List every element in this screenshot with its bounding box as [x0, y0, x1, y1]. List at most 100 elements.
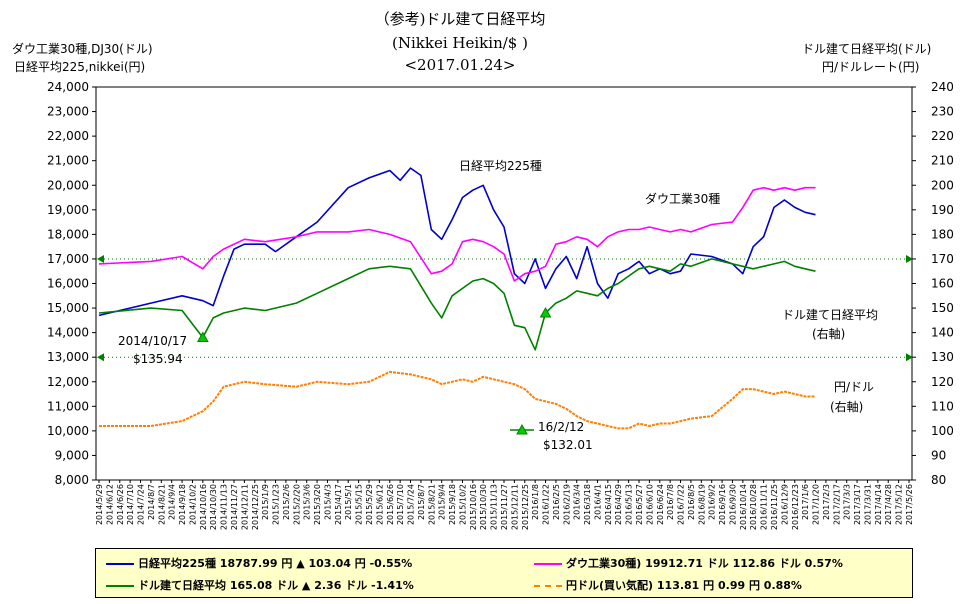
x-tick-label: 2016/6/24	[656, 484, 665, 525]
reference-arrow-right	[906, 353, 913, 362]
x-tick-label: 2016/9/30	[728, 484, 737, 525]
x-tick-label: 2016/2/19	[562, 484, 571, 525]
left-axis-label-line2: 日経平均225,nikkei(円)	[14, 60, 146, 74]
x-tick-label: 2015/10/2	[458, 484, 467, 525]
left-tick-label: 18,000	[47, 227, 89, 241]
right-axis-ticks: 80 90 100 110 120 130 140 150 160 170 180 190 200 210…	[912, 80, 954, 487]
x-tick-label: 2014/10/30	[209, 484, 218, 530]
x-axis-ticks: 2014/5/29 2014/6/12 2014/6/26 2014/7/10 2014…	[95, 480, 914, 530]
x-tick-label: 2015/9/4	[438, 484, 447, 520]
annotation-low2-value: $132.01	[543, 438, 593, 452]
left-tick-label: 9,000	[55, 448, 89, 462]
reference-arrow-left	[97, 353, 104, 362]
right-axis-label-line1: ドル建て日経平均(ドル)	[802, 42, 932, 56]
low-marker	[539, 306, 552, 318]
right-tick-label: 220	[931, 129, 954, 143]
legend-item-dow: ダウ工業30種) 19912.71 ドル 112.86 ドル 0.57%	[534, 555, 843, 571]
x-tick-label: 2015/1/9	[261, 484, 270, 520]
legend-swatch-nikkei	[106, 563, 134, 565]
right-tick-label: 120	[931, 375, 954, 389]
low2-label-marker	[516, 423, 528, 435]
x-tick-label: 2015/3/6	[303, 484, 312, 520]
x-tick-label: 2016/11/11	[760, 484, 769, 530]
low-marker	[196, 331, 209, 343]
x-tick-label: 2014/8/21	[157, 484, 166, 525]
left-tick-label: 14,000	[47, 326, 89, 340]
x-tick-label: 2016/11/25	[770, 484, 779, 530]
legend-item-dollar-nikkei: ドル建て日経平均 165.08 ドル ▲ 2.36 ドル -1.41%	[106, 577, 414, 593]
legend-text-nikkei: 日経平均225種 18787.99 円 ▲ 103.04 円 -0.55%	[138, 557, 413, 570]
x-tick-label: 2016/3/4	[573, 484, 582, 520]
x-tick-label: 2016/9/2	[708, 484, 717, 520]
x-tick-label: 2014/12/25	[251, 484, 260, 530]
x-tick-label: 2015/4/17	[334, 484, 343, 525]
x-tick-label: 2015/11/13	[490, 484, 499, 530]
x-tick-label: 2016/3/18	[583, 484, 592, 525]
right-tick-label: 190	[931, 203, 954, 217]
series-line-dow	[98, 186, 816, 282]
x-tick-label: 2015/2/20	[292, 484, 301, 525]
left-tick-label: 15,000	[47, 301, 89, 315]
left-tick-label: 21,000	[47, 154, 89, 168]
x-tick-label: 2014/8/7	[147, 484, 156, 520]
x-tick-label: 2015/3/20	[313, 484, 322, 525]
chart-title-line2: (Nikkei Heikin/$ )	[392, 34, 528, 52]
x-tick-label: 2014/7/24	[137, 484, 146, 525]
x-tick-label: 2014/11/13	[220, 484, 229, 530]
x-tick-label: 2017/5/26	[905, 484, 914, 525]
annotation-low1-value: $135.94	[133, 352, 183, 366]
x-tick-label: 2016/5/13	[625, 484, 634, 525]
x-tick-label: 2017/4/28	[884, 484, 893, 525]
low-markers	[196, 306, 552, 435]
legend: 日経平均225種 18787.99 円 ▲ 103.04 円 -0.55% ダウ…	[95, 548, 913, 598]
chart-title-line3: <2017.01.24>	[404, 56, 516, 74]
x-tick-label: 2016/10/14	[739, 484, 748, 530]
left-tick-label: 19,000	[47, 203, 89, 217]
x-tick-label: 2017/1/20	[812, 484, 821, 525]
series-lines	[98, 167, 816, 430]
series-line-dollar-nikkei	[98, 258, 816, 351]
x-tick-label: 2015/9/18	[448, 484, 457, 525]
right-tick-label: 170	[931, 252, 954, 266]
x-tick-label: 2017/2/3	[822, 484, 831, 520]
annotation-low2-date: 16/2/12	[538, 420, 585, 434]
x-tick-label: 2014/10/16	[199, 484, 208, 530]
x-tick-label: 2015/1/23	[272, 484, 281, 525]
annotation-yen: 円/ドル	[834, 380, 875, 394]
x-tick-label: 2015/6/26	[386, 484, 395, 525]
x-tick-label: 2016/2/5	[552, 484, 561, 520]
x-tick-label: 2016/8/19	[697, 484, 706, 525]
right-tick-label: 210	[931, 154, 954, 168]
left-tick-label: 23,000	[47, 105, 89, 119]
x-tick-label: 2015/2/6	[282, 484, 291, 520]
left-tick-label: 10,000	[47, 424, 89, 438]
right-tick-label: 230	[931, 105, 954, 119]
series-line-nikkei	[98, 167, 816, 317]
reference-lines	[96, 254, 913, 362]
left-tick-label: 11,000	[47, 399, 89, 413]
left-axis-label-line1: ダウ工業30種,DJ30(ドル)	[12, 42, 153, 56]
legend-item-nikkei: 日経平均225種 18787.99 円 ▲ 103.04 円 -0.55%	[106, 555, 412, 571]
x-tick-label: 2017/3/17	[853, 484, 862, 525]
x-tick-label: 2016/5/27	[635, 484, 644, 525]
right-axis-label-line2: 円/ドルレート(円)	[822, 60, 920, 74]
x-tick-label: 2015/10/30	[479, 484, 488, 530]
x-tick-label: 2015/10/16	[469, 484, 478, 530]
x-tick-label: 2015/12/25	[521, 484, 530, 530]
legend-text-dollar-nikkei: ドル建て日経平均 165.08 ドル ▲ 2.36 ドル -1.41%	[138, 579, 414, 592]
x-tick-label: 2015/6/12	[375, 484, 384, 525]
left-tick-label: 24,000	[47, 80, 89, 94]
x-tick-label: 2017/3/3	[843, 484, 852, 520]
reference-arrow-right	[906, 254, 913, 263]
x-tick-label: 2015/11/27	[500, 484, 509, 530]
annotation-yen-axis: (右軸)	[830, 400, 864, 414]
x-tick-label: 2015/5/1	[344, 484, 353, 520]
x-tick-label: 2016/7/22	[677, 484, 686, 525]
left-tick-label: 17,000	[47, 252, 89, 266]
x-tick-label: 2016/4/15	[604, 484, 613, 525]
x-tick-label: 2014/7/10	[126, 484, 135, 525]
annotation-dollar-nikkei-axis: (右軸)	[812, 327, 846, 341]
right-tick-label: 240	[931, 80, 954, 94]
left-tick-label: 12,000	[47, 375, 89, 389]
x-tick-label: 2016/7/8	[666, 484, 675, 520]
